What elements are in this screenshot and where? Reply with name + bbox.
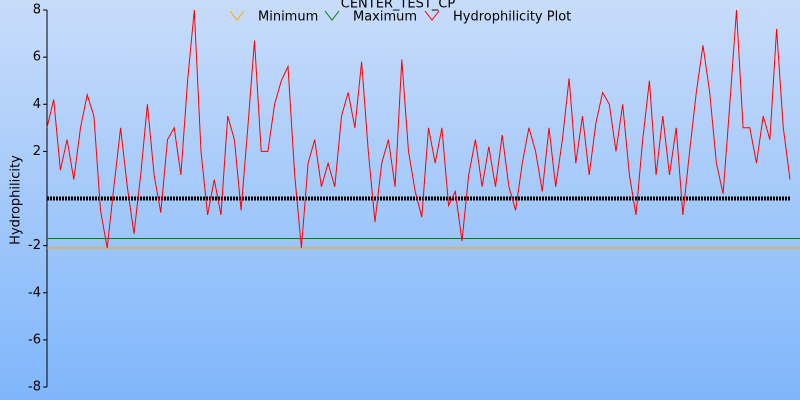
legend-icon [229,10,245,21]
y-tick-label: -8 [28,380,41,395]
y-tick-label: 2 [33,144,41,159]
data-line [46,9,791,249]
legend-label: Minimum [258,10,318,25]
y-tick-label: 8 [33,3,41,18]
y-axis-label: Hydrophilicity [9,155,24,245]
y-tick-label: -6 [28,332,41,347]
legend-icon [424,10,440,21]
y-tick-label: -2 [28,238,41,253]
legend-label: Hydrophilicity Plot [453,10,571,25]
legend-icon [324,10,340,21]
y-tick-label: 4 [33,97,41,112]
y-tick-label: -4 [28,285,41,300]
y-tick-label: 6 [33,50,41,65]
chart-title: CENTER_TEST_CP [341,0,456,12]
legend-label: Maximum [353,10,417,25]
